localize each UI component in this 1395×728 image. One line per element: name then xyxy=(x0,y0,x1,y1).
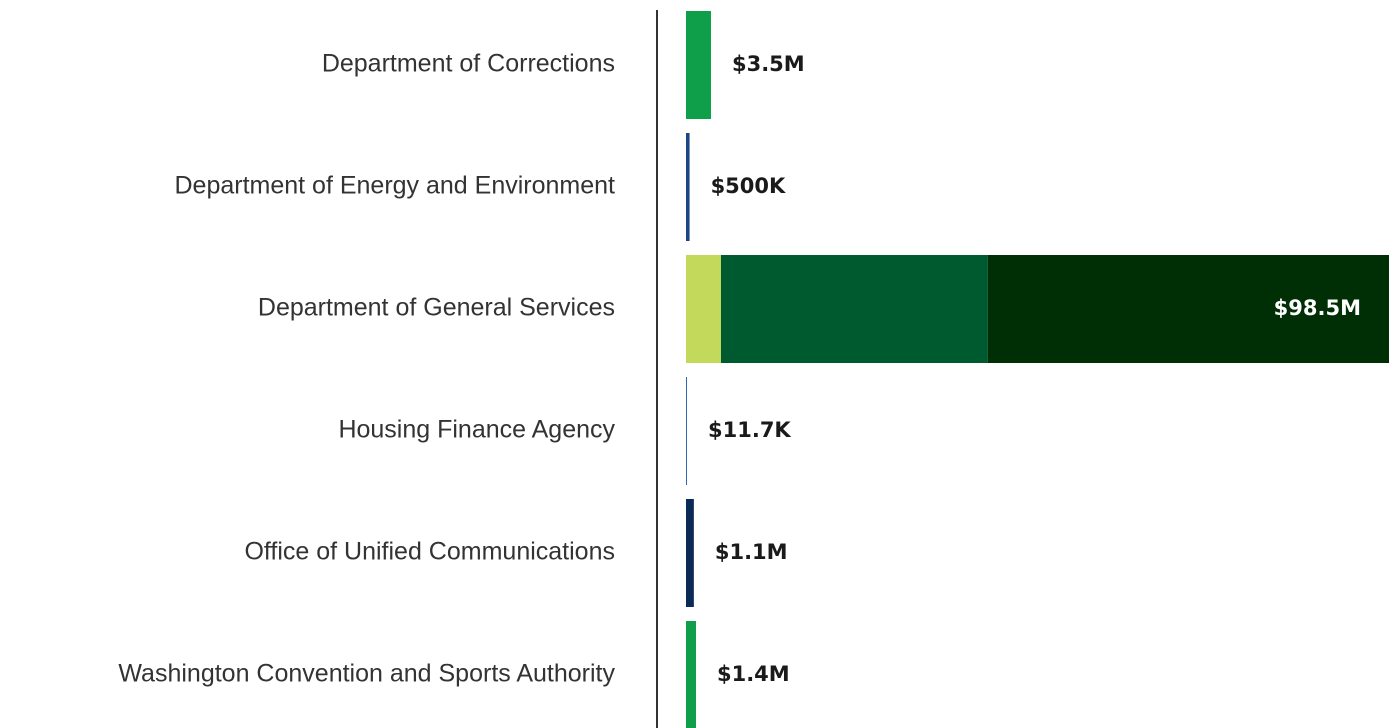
value-label: $500K xyxy=(711,174,786,198)
bar-segment xyxy=(987,255,1389,363)
category-label: Office of Unified Communications xyxy=(244,538,615,566)
bar-segment xyxy=(686,621,696,728)
value-label: $3.5M xyxy=(732,52,805,76)
value-label: $98.5M xyxy=(1274,296,1361,320)
bar-segment xyxy=(686,11,711,119)
bar-segment xyxy=(686,255,721,363)
value-label: $11.7K xyxy=(708,418,791,442)
bar-segment xyxy=(686,377,687,485)
category-label: Department of Energy and Environment xyxy=(174,172,615,200)
value-label: $1.1M xyxy=(715,540,788,564)
category-label: Department of Corrections xyxy=(322,50,615,78)
category-label: Department of General Services xyxy=(258,294,615,322)
category-label: Washington Convention and Sports Authori… xyxy=(118,660,615,688)
category-label: Housing Finance Agency xyxy=(338,416,615,444)
value-label: $1.4M xyxy=(717,662,790,686)
bar-segment xyxy=(686,133,690,241)
bar-segment xyxy=(686,499,694,607)
bar-segment xyxy=(720,255,988,363)
